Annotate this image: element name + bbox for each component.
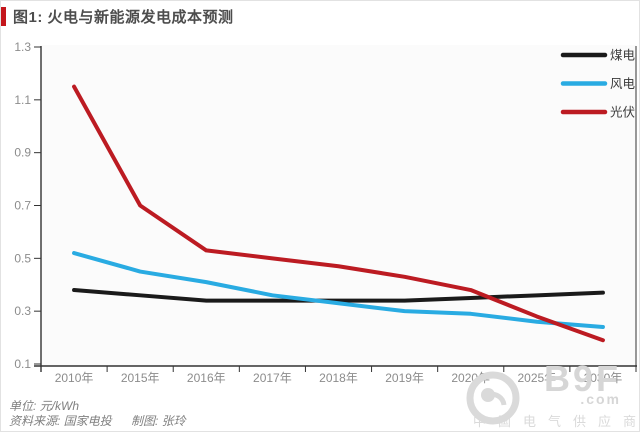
y-tick-label: 1.3 bbox=[14, 40, 31, 54]
y-tick-label: 0.1 bbox=[14, 357, 31, 371]
watermark-tagline: 中国电气供应商 bbox=[473, 414, 640, 429]
x-tick-label: 2030年 bbox=[584, 371, 623, 385]
y-tick-label: 0.5 bbox=[14, 251, 31, 265]
x-tick-label: 2010年 bbox=[55, 371, 94, 385]
y-tick-label: 0.9 bbox=[14, 146, 31, 160]
x-tick-label: 2017年 bbox=[253, 371, 292, 385]
y-tick-label: 1.1 bbox=[14, 93, 31, 107]
series-line-2 bbox=[72, 251, 605, 330]
cost-forecast-line-chart: 2010年 2015年 2016年 2017年 2018年 2019年 2020年 2025年… bbox=[14, 40, 637, 385]
unit-note: 单位: 元/kWh bbox=[9, 399, 80, 413]
y-tick-label: 0.7 bbox=[14, 199, 31, 213]
y-tick-label: 0.3 bbox=[14, 304, 31, 318]
figure-title: 图1: 火电与新能源发电成本预测 bbox=[13, 9, 234, 26]
series-line-3 bbox=[72, 84, 605, 343]
legend-label-2: 风电 bbox=[610, 77, 636, 91]
watermark-domain-suffix: .com bbox=[580, 391, 621, 407]
source-row: 资料来源: 国家电投 制图: 张玲 bbox=[9, 414, 186, 429]
credit-note: 制图: 张玲 bbox=[131, 414, 186, 428]
legend-label-3: 光伏 bbox=[610, 106, 636, 120]
legend-label-1: 煤电 bbox=[610, 49, 636, 63]
x-tick-label: 2018年 bbox=[319, 371, 358, 385]
x-tick-label: 2016年 bbox=[187, 371, 226, 385]
title-row: 图1: 火电与新能源发电成本预测 bbox=[1, 6, 234, 27]
x-tick-label: 2019年 bbox=[385, 371, 424, 385]
source-note: 资料来源: 国家电投 bbox=[9, 414, 112, 428]
x-tick-label: 2025年 bbox=[517, 371, 556, 385]
series-line-1 bbox=[72, 288, 605, 303]
title-accent-bar bbox=[1, 7, 6, 26]
x-tick-label: 2015年 bbox=[121, 371, 160, 385]
footer-notes: 单位: 元/kWh 资料来源: 国家电投 制图: 张玲 bbox=[9, 399, 186, 429]
x-tick-label: 2020年 bbox=[451, 371, 490, 385]
plot-area bbox=[41, 45, 636, 366]
